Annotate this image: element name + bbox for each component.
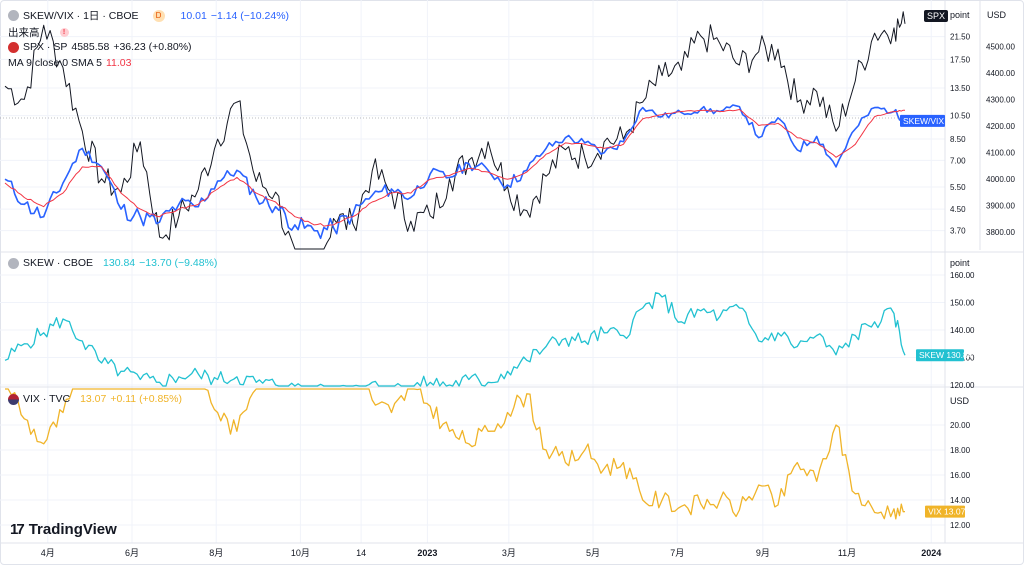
series-layer xyxy=(4,11,906,520)
ma-legend[interactable]: MA 9 close 0 SMA 5 11.03 xyxy=(8,57,131,69)
ma-label[interactable]: MA 9 close 0 SMA 5 xyxy=(8,57,102,69)
skew-series-line xyxy=(4,292,906,387)
skew-axis-tick: 150.00 xyxy=(950,299,975,308)
spx-scale-tag[interactable]: SPX xyxy=(924,10,949,22)
vix-legend[interactable]: VIX · TVC 13.07 +0.11 (+0.85%) xyxy=(8,393,182,405)
spx-axis-tick: 4300.00 xyxy=(986,95,1015,104)
x-tick-label: 5月 xyxy=(586,548,600,558)
skew-vix-last-label-bg xyxy=(900,114,945,127)
spx-axis-tick: 3800.00 xyxy=(986,228,1015,237)
skew-axis-tick: 160.00 xyxy=(950,271,975,280)
skew-symbol-icon xyxy=(8,257,19,269)
us-flag-icon xyxy=(8,393,19,405)
left-axis-tick: 10.50 xyxy=(950,112,971,121)
vix-change: +0.11 (+0.85%) xyxy=(110,393,182,405)
main-symbol-label[interactable]: SKEW/VIX · 1日 · CBOE xyxy=(23,10,139,22)
skew-change: −13.70 (−9.48%) xyxy=(139,257,218,269)
x-tick-label: 8月 xyxy=(209,548,223,558)
main-value: 10.01 xyxy=(180,9,207,22)
pane3-currency-button[interactable]: USD xyxy=(950,396,970,406)
skew-legend[interactable]: SKEW · CBOE 130.84 −13.70 (−9.48%) xyxy=(8,257,217,269)
vix-axis-tick: 14.00 xyxy=(950,496,971,505)
spx-symbol-icon xyxy=(8,41,19,53)
vix-series-line xyxy=(5,388,906,520)
price-labels: SKEW/VIX 10.01 SKEW 130.84 VIX 13.07 xyxy=(900,114,973,518)
left-axis-tick: 5.50 xyxy=(950,183,966,192)
skew-axis-tick: 140.00 xyxy=(950,326,975,335)
pane1-currency-button[interactable]: USD xyxy=(987,10,1007,20)
x-tick-label: 7月 xyxy=(670,548,684,558)
spx-label[interactable]: SPX · SP xyxy=(23,41,68,53)
skew-vix-series-line xyxy=(4,104,906,240)
left-axis-tick: 3.70 xyxy=(950,227,966,236)
main-legend[interactable]: SKEW/VIX · 1日 · CBOE D 10.01 −1.14 (−10.… xyxy=(8,8,289,23)
spx-value: 4585.58 xyxy=(71,41,110,53)
vix-axis-tick: 12.00 xyxy=(950,521,971,530)
tradingview-mark-icon: 17 xyxy=(10,521,25,538)
symbol-icon xyxy=(8,10,19,21)
x-tick-label: 4月 xyxy=(41,548,55,558)
left-axis-tick: 21.50 xyxy=(950,33,971,42)
x-tick-label: 2023 xyxy=(417,548,437,558)
main-change: −1.14 (−10.24%) xyxy=(210,9,290,22)
x-tick-label: 2024 xyxy=(921,548,941,558)
vix-last-label: VIX 13.07 xyxy=(928,507,966,517)
spx-axis-tick: 4200.00 xyxy=(986,122,1015,131)
skew-label[interactable]: SKEW · CBOE xyxy=(23,257,94,269)
warning-icon[interactable]: ! xyxy=(59,28,69,37)
axes-layer: 3.70 4.50 5.50 7.00 8.50 10.50 13.50 17.50 21.50… xyxy=(950,33,1015,530)
x-tick-label: 14 xyxy=(356,548,366,558)
x-tick-label: 3月 xyxy=(502,548,516,558)
spx-axis-tick: 4400.00 xyxy=(986,69,1015,78)
x-tick-label: 11月 xyxy=(838,548,856,558)
tradingview-logo[interactable]: 17 TradingView xyxy=(10,521,117,538)
vix-label[interactable]: VIX · TVC xyxy=(23,393,71,405)
spx-axis-tick: 4000.00 xyxy=(986,175,1015,184)
left-axis-tick: 4.50 xyxy=(950,205,966,214)
skew-vix-last-label: SKEW/VIX 10.01 xyxy=(903,116,968,126)
pane1-unit-button[interactable]: point xyxy=(950,10,970,20)
vix-value: 13.07 xyxy=(80,393,107,405)
left-axis-tick: 13.50 xyxy=(950,84,971,93)
vix-axis-tick: 20.00 xyxy=(950,421,971,430)
spx-change: +36.23 (+0.80%) xyxy=(113,41,192,53)
spx-axis-tick: 4500.00 xyxy=(986,42,1015,51)
volume-legend[interactable]: 出来高 ! xyxy=(8,25,69,40)
spx-axis-tick: 3900.00 xyxy=(986,201,1015,210)
left-axis-tick: 17.50 xyxy=(950,55,971,64)
spx-legend[interactable]: SPX · SP 4585.58 +36.23 (+0.80%) xyxy=(8,41,192,53)
vix-axis-tick: 18.00 xyxy=(950,446,971,455)
spx-axis-tick: 4100.00 xyxy=(986,148,1015,157)
brand-label: TradingView xyxy=(28,521,117,538)
market-status-badge[interactable]: D xyxy=(152,9,165,22)
time-axis[interactable]: 4月 6月 8月 10月 14 2023 3月 5月 7月 9月 11月 2024 xyxy=(41,548,941,558)
vix-last-label-bg xyxy=(925,505,965,518)
left-axis-tick: 8.50 xyxy=(950,135,966,144)
ma-series-line xyxy=(4,109,905,227)
volume-label[interactable]: 出来高 xyxy=(8,27,40,39)
vix-axis-tick: 16.00 xyxy=(950,471,971,480)
left-axis-tick: 7.00 xyxy=(950,156,966,165)
skew-value: 130.84 xyxy=(103,257,136,269)
x-tick-label: 6月 xyxy=(125,548,139,558)
skew-last-label-bg xyxy=(916,349,964,362)
spx-series-line xyxy=(4,11,906,250)
grid xyxy=(0,0,945,543)
x-tick-label: 9月 xyxy=(756,548,770,558)
skew-last-label: SKEW 130.84 xyxy=(919,350,973,360)
pane2-unit-button[interactable]: point xyxy=(950,258,970,268)
ma-value: 11.03 xyxy=(105,57,132,69)
x-tick-label: 10月 xyxy=(291,548,310,558)
skew-axis-tick: 120.00 xyxy=(950,381,975,390)
